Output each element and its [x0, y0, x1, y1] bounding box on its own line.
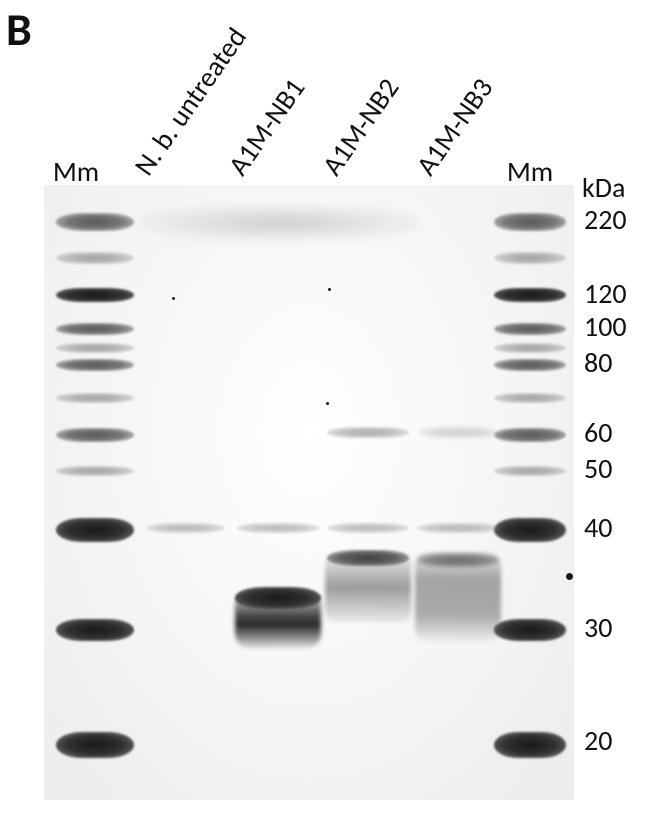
speck-0 [566, 573, 573, 580]
marker-left-band-100 [56, 323, 134, 335]
marker-left-band-70 [56, 393, 134, 403]
marker-right-band-80 [494, 359, 566, 371]
mm-label-1: Mm [500, 154, 560, 189]
marker-left-band-90 [56, 343, 134, 353]
figure-panel: B N. b. untreatedA1M-NB1A1M-NB2A1M-NB3 M… [0, 0, 650, 835]
lane-label-1: A1M-NB1 [220, 71, 312, 182]
marker-right-band-30 [494, 619, 566, 641]
speck-2 [328, 288, 331, 291]
mw-label-60: 60 [584, 415, 612, 450]
marker-left-band-30 [56, 619, 134, 641]
lane-a1m-nb2-band-3 [327, 550, 409, 566]
marker-right-band-90 [494, 343, 566, 353]
marker-left-band-160 [56, 252, 134, 264]
mw-label-80: 80 [584, 345, 612, 380]
gel-image [44, 185, 574, 800]
top-background-smudge [140, 205, 420, 241]
marker-left-band-20 [56, 732, 134, 758]
mw-label-100: 100 [584, 309, 627, 344]
mw-label-40: 40 [584, 510, 612, 545]
lane-a1m-nb1-band-2 [235, 587, 321, 609]
mm-label-0: Mm [46, 154, 106, 189]
mw-label-50: 50 [584, 451, 612, 486]
marker-right-band-40 [494, 518, 566, 542]
speck-3 [172, 297, 175, 300]
lane-a1m-nb2-band-1 [327, 523, 409, 533]
lane-untreated-band-0 [147, 523, 225, 533]
marker-left-band-50 [56, 466, 134, 476]
marker-right-band-220 [494, 213, 566, 231]
marker-left-band-120 [56, 288, 134, 302]
lane-label-2: A1M-NB2 [314, 71, 406, 182]
marker-right-band-100 [494, 323, 566, 335]
lane-a1m-nb1-band-0 [237, 523, 319, 533]
marker-right-band-70 [494, 393, 566, 403]
mw-label-220: 220 [584, 202, 627, 237]
marker-left-band-60 [56, 428, 134, 442]
lane-a1m-nb3-band-1 [417, 523, 499, 533]
lane-a1m-nb2-band-0 [327, 427, 409, 438]
marker-left-band-40 [56, 518, 134, 542]
marker-right-band-120 [494, 288, 566, 302]
marker-right-band-60 [494, 428, 566, 442]
lane-a1m-nb3-band-3 [417, 553, 499, 567]
marker-left-band-220 [56, 213, 134, 231]
lane-a1m-nb3-band-0 [419, 427, 496, 438]
kda-unit-label: kDa [582, 170, 625, 205]
panel-label-b: B [6, 2, 32, 58]
marker-right-band-160 [494, 252, 566, 264]
marker-right-band-20 [494, 732, 566, 758]
marker-left-band-80 [56, 359, 134, 371]
mw-label-20: 20 [584, 723, 612, 758]
mw-label-30: 30 [584, 610, 612, 645]
speck-1 [326, 402, 329, 405]
marker-right-band-50 [494, 466, 566, 476]
mw-label-120: 120 [584, 276, 627, 311]
lane-label-3: A1M-NB3 [408, 71, 500, 182]
